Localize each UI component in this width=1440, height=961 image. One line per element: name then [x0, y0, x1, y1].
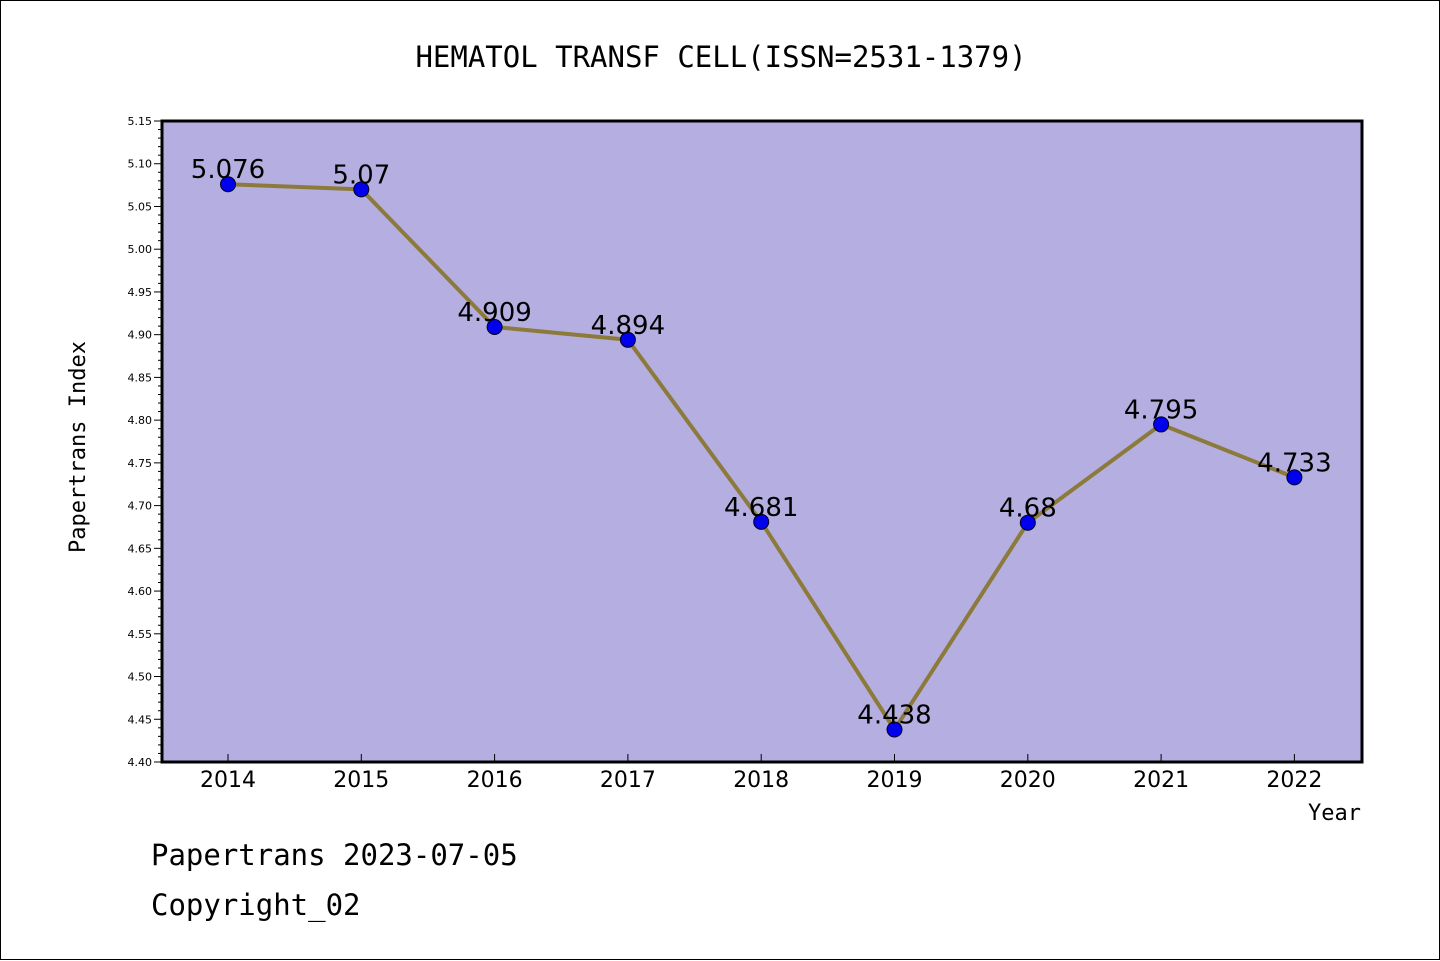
- data-point: [886, 721, 903, 738]
- data-point: [486, 318, 503, 335]
- data-label: 4.438: [857, 701, 931, 731]
- x-tick-label: 2017: [600, 768, 656, 793]
- x-tick-label: 2016: [467, 768, 523, 793]
- x-tick-label: 2020: [1000, 768, 1056, 793]
- y-axis: 4.40 4.45 4.50 4.55 4.60 4.65 4.70 4.75 4.80 4.85…: [128, 115, 162, 769]
- data-label: 5.07: [332, 160, 390, 190]
- data-point: [353, 181, 370, 198]
- y-tick-label: 5.10: [128, 158, 153, 171]
- data-labels: 5.076 5.07 4.909 4.894 4.681 4.438 4.68 4.795 4.…: [191, 155, 1332, 730]
- footer-date: Papertrans 2023-07-05: [151, 838, 518, 872]
- data-point: [220, 176, 236, 193]
- y-tick-label: 4.40: [128, 756, 153, 769]
- x-axis-label: Year: [1308, 801, 1361, 826]
- y-tick-label: 5.00: [128, 243, 153, 256]
- x-tick-label: 2021: [1133, 768, 1189, 793]
- data-point: [1153, 416, 1170, 433]
- footer-copyright: Copyright_02: [151, 888, 361, 923]
- data-point: [619, 331, 636, 348]
- y-tick-label: 4.75: [128, 457, 153, 470]
- y-tick-label: 4.95: [128, 286, 153, 299]
- chart-title: HEMATOL TRANSF CELL(ISSN=2531-1379): [415, 40, 1026, 74]
- data-point: [1019, 514, 1036, 531]
- x-tick-label: 2019: [867, 768, 923, 793]
- data-label: 4.68: [999, 494, 1057, 524]
- x-tick-label: 2015: [333, 768, 389, 793]
- plot-area: [162, 121, 1362, 762]
- data-label: 4.795: [1124, 395, 1198, 425]
- y-tick-label: 5.05: [128, 200, 153, 213]
- data-label: 5.076: [191, 155, 265, 185]
- data-label: 4.733: [1257, 448, 1331, 478]
- y-tick-label: 4.65: [128, 542, 153, 555]
- data-label: 4.681: [724, 493, 798, 523]
- y-tick-label: 4.70: [128, 500, 153, 513]
- y-tick-label: 4.60: [128, 585, 153, 598]
- y-tick-label: 4.50: [128, 671, 153, 684]
- data-label: 4.894: [591, 311, 665, 341]
- x-tick-label: 2014: [200, 768, 256, 793]
- data-point: [1286, 469, 1303, 486]
- data-label: 4.909: [457, 298, 531, 328]
- y-tick-label: 5.15: [128, 115, 153, 128]
- data-markers: [220, 176, 1303, 738]
- data-point: [753, 513, 770, 530]
- y-tick-label: 4.45: [128, 713, 153, 726]
- x-axis: 2014 2015 2016 2017 2018 2019 2020 2021 2022: [200, 754, 1322, 793]
- plot-border: [160, 119, 1364, 764]
- x-tick-label: 2022: [1266, 768, 1322, 793]
- y-axis-label: Papertrans Index: [66, 341, 91, 553]
- x-tick-label: 2018: [733, 768, 789, 793]
- y-tick-label: 4.90: [128, 329, 153, 342]
- y-tick-label: 4.55: [128, 628, 153, 641]
- y-tick-label: 4.80: [128, 414, 153, 427]
- y-tick-label: 4.85: [128, 371, 153, 384]
